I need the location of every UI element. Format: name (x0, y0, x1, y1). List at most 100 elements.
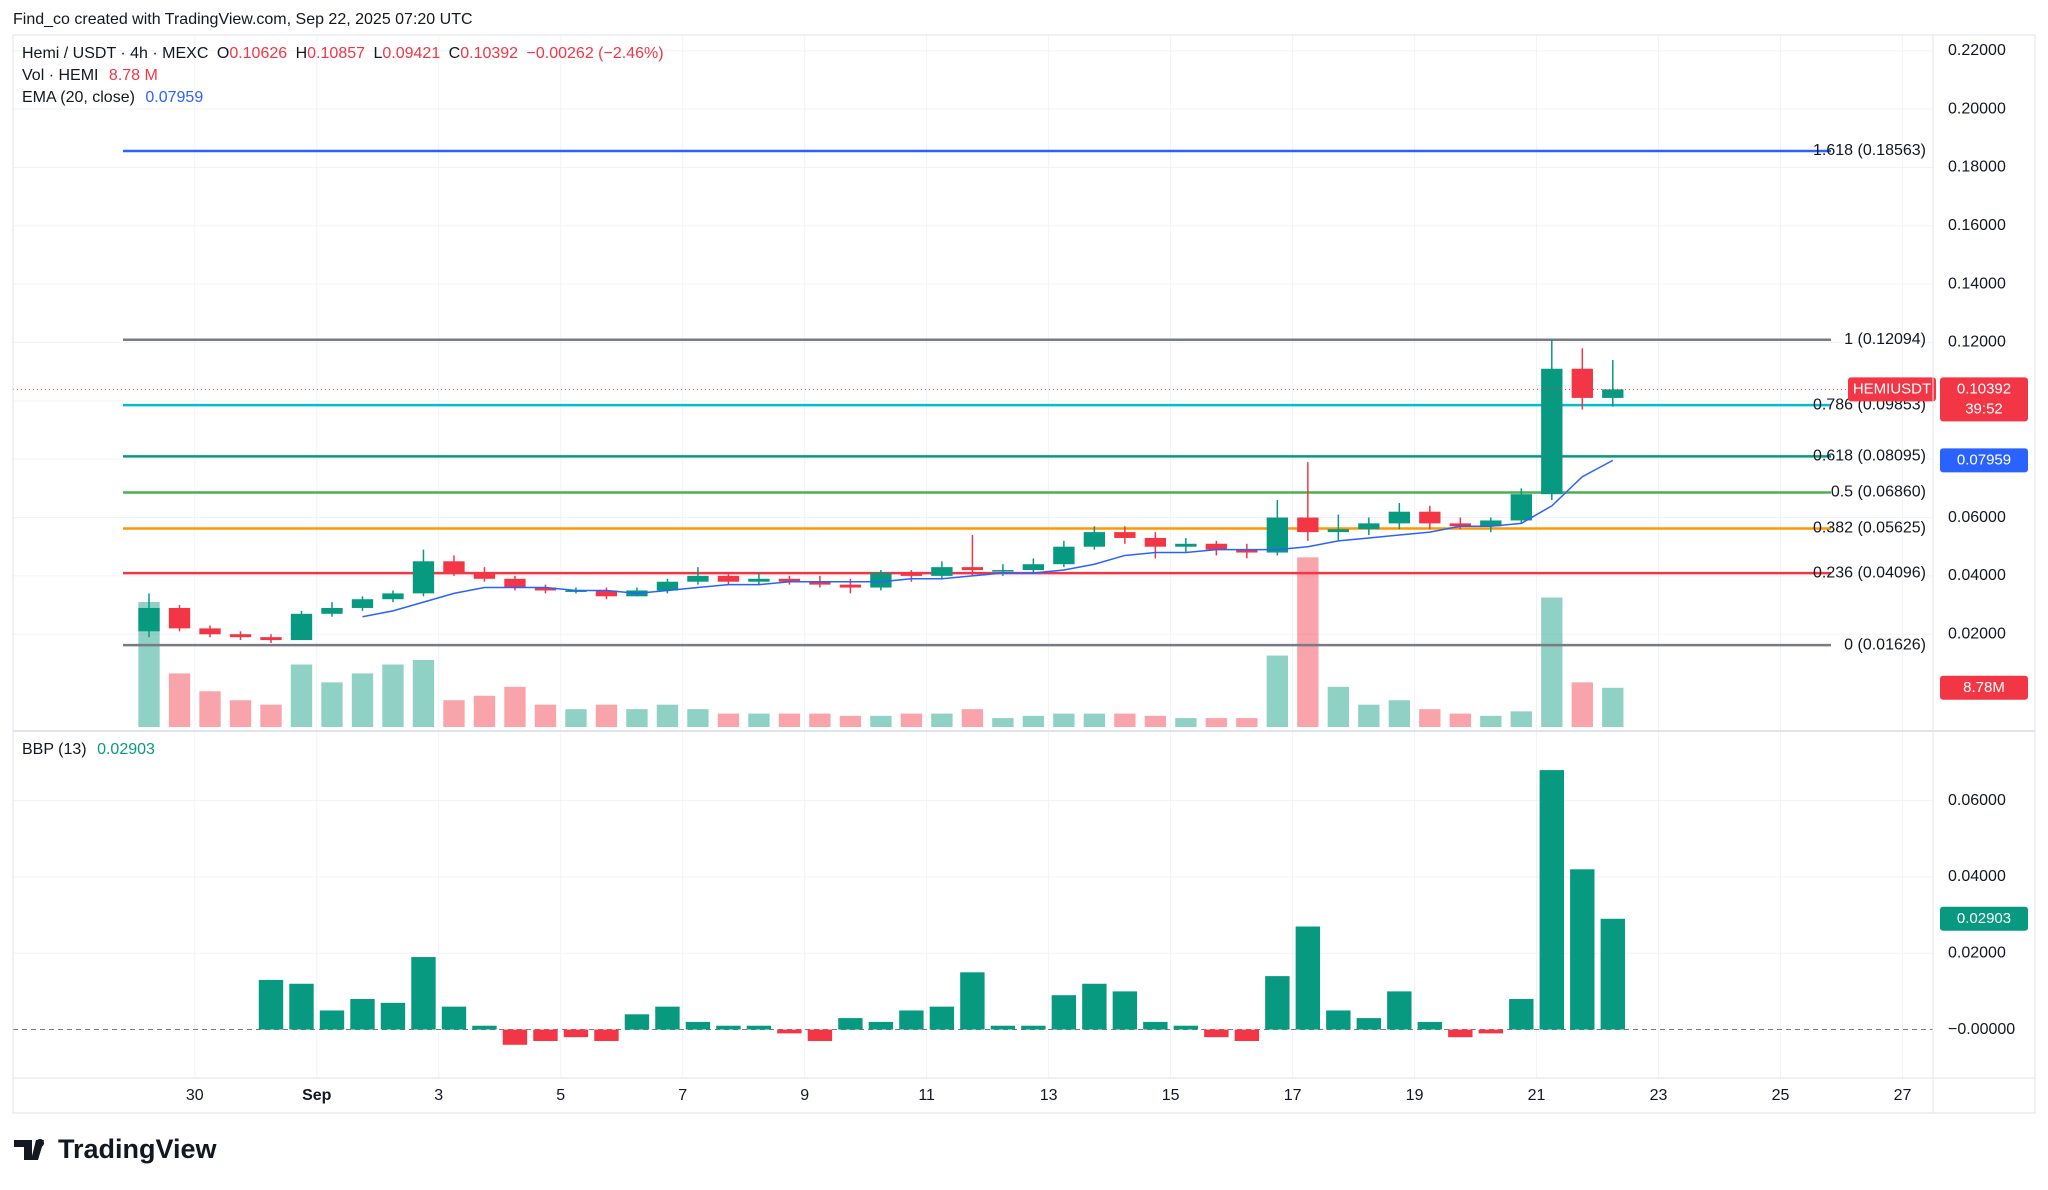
x-tick-label: 5 (556, 1087, 565, 1104)
candle-body (168, 607, 191, 629)
candle-body (1510, 494, 1532, 521)
ema-line (362, 459, 1614, 618)
bbp-bar (838, 1018, 863, 1030)
volume-badge: 8.78M (1963, 679, 2005, 696)
x-tick-label: 23 (1650, 1087, 1668, 1104)
bbp-title: BBP (13) (22, 741, 87, 758)
volume-bar (351, 673, 374, 727)
fib-label: 1 (0.12094) (1844, 331, 1926, 348)
x-tick-label: 11 (918, 1087, 935, 1104)
bbp-badge: 0.02903 (1957, 910, 2011, 927)
candle-body (931, 567, 953, 576)
low: 0.09421 (382, 45, 440, 62)
bbp-bar (319, 1010, 345, 1030)
y-tick-label: 0.04000 (1948, 567, 2006, 584)
c-label: C (449, 45, 461, 62)
volume-bar (931, 713, 953, 727)
candle-body (199, 628, 221, 635)
candle-body (473, 572, 496, 579)
y-tick-label: −0.00000 (1948, 1021, 2015, 1038)
volume-bar (1266, 655, 1289, 727)
fib-label: 0.618 (0.08095) (1813, 448, 1926, 465)
x-tick-label: 15 (1162, 1087, 1180, 1104)
volume-bar (1510, 711, 1532, 727)
legend-ema: EMA (20, close) 0.07959 (22, 89, 203, 106)
legend-main: Hemi / USDT · 4h · MEXC O0.10626 H0.1085… (22, 45, 664, 62)
close: 0.10392 (460, 45, 518, 62)
candle-body (1480, 520, 1502, 527)
y-tick-label: 0.22000 (1948, 42, 2006, 59)
x-tick-label: 21 (1528, 1087, 1546, 1104)
candle-body (260, 637, 282, 641)
candle-body (992, 570, 1014, 572)
logo-icon (14, 1139, 45, 1160)
candle-body (809, 581, 831, 585)
volume-bar (595, 704, 618, 727)
volume-bar (1205, 718, 1228, 727)
o-label: O (217, 45, 229, 62)
volume-bar (382, 664, 404, 727)
candle-body (1175, 543, 1197, 547)
bbp-bar (594, 1029, 619, 1041)
candle-body (1236, 549, 1258, 553)
candle-body (595, 590, 618, 597)
fib-label: 0 (0.01626) (1844, 636, 1926, 653)
volume-bar (1571, 682, 1593, 727)
candle-body (717, 575, 740, 582)
candle-body (1449, 523, 1471, 527)
candle-body (1419, 511, 1441, 524)
volume-bar (656, 704, 679, 727)
bbp-bar (746, 1025, 772, 1030)
y-tick-label: 0.20000 (1948, 100, 2006, 117)
legend-volume: Vol · HEMI 8.78 M (22, 67, 158, 84)
candle-body (1205, 543, 1228, 550)
bbp-bar (807, 1029, 833, 1041)
candle-body (321, 607, 343, 614)
bbp-bar (411, 957, 436, 1030)
volume-bar (961, 709, 984, 727)
volume-bar (626, 709, 648, 727)
bbp-bar (533, 1029, 558, 1041)
candle-body (229, 634, 252, 638)
candle-body (1541, 368, 1563, 495)
volume-bar (687, 709, 709, 727)
volume-bar (1541, 597, 1563, 727)
x-tick-label: 13 (1040, 1087, 1058, 1104)
candle-body (961, 567, 984, 571)
volume-bar (565, 709, 587, 727)
price-badge: 0.10392 (1957, 380, 2011, 397)
candle-body (778, 578, 801, 582)
bbp-bar (1326, 1010, 1351, 1030)
bbp-bar (472, 1025, 497, 1030)
bbp-bar (1539, 770, 1565, 1030)
candle-body (1297, 517, 1319, 533)
y-tick-label: 0.02000 (1948, 944, 2006, 961)
candle-body (687, 575, 709, 582)
candle-body (1388, 511, 1411, 524)
bbp-bar (1356, 1018, 1382, 1030)
candle-body (839, 584, 862, 588)
bbp-bar (1204, 1029, 1229, 1038)
open: 0.10626 (229, 45, 287, 62)
volume-bar (1053, 713, 1075, 727)
bbp-bar (1478, 1029, 1504, 1034)
symbol-badge-bg (1848, 377, 1936, 402)
bbp-bar (441, 1006, 467, 1030)
y-tick-label: 0.14000 (1948, 275, 2006, 292)
y-tick-label: 0.04000 (1948, 868, 2006, 885)
legend-bbp: BBP (13) 0.02903 (22, 741, 155, 758)
logo-text: TradingView (58, 1134, 218, 1164)
volume-bar (1449, 713, 1471, 727)
bbp-bar (502, 1029, 528, 1045)
ema-badge: 0.07959 (1957, 451, 2011, 468)
fib-label: 0.382 (0.05625) (1813, 520, 1926, 537)
fib-label: 0.236 (0.04096) (1813, 564, 1926, 581)
x-tick-label: 7 (678, 1087, 687, 1104)
bbp-bar (1143, 1021, 1168, 1030)
bbp-bar (1570, 869, 1595, 1030)
volume-bar (1480, 715, 1502, 727)
change: −0.00262 (−2.46%) (527, 45, 664, 62)
volume-bar (534, 704, 557, 727)
